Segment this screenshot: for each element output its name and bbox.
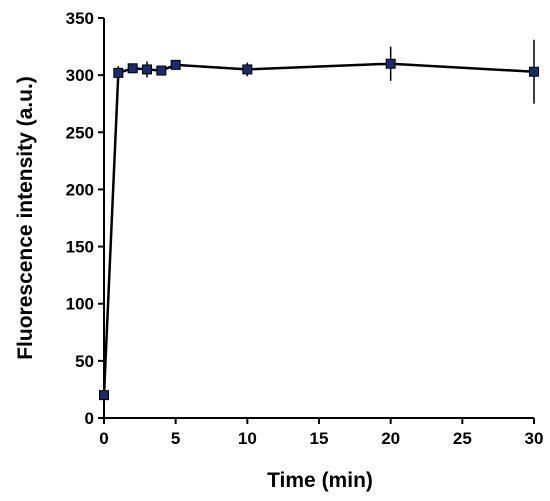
y-tick-label: 200 bbox=[66, 180, 94, 199]
x-tick-label: 10 bbox=[238, 429, 257, 448]
data-point bbox=[142, 64, 152, 75]
y-tick-label: 250 bbox=[66, 123, 94, 142]
y-tick-label: 50 bbox=[75, 352, 94, 371]
x-tick-label: 25 bbox=[453, 429, 472, 448]
x-tick-label: 15 bbox=[310, 429, 329, 448]
y-tick-label: 0 bbox=[85, 409, 94, 428]
axes: 0 50 100 150 200 250 300 350 0 5 10 15 20 25 30 bbox=[66, 9, 544, 448]
y-tick-label: 300 bbox=[66, 66, 94, 85]
data-point bbox=[99, 390, 109, 401]
data-series bbox=[99, 39, 539, 401]
y-tick-label: 150 bbox=[66, 238, 94, 257]
y-axis-title: Fluorescence intensity (a.u.) bbox=[14, 76, 37, 360]
data-point bbox=[170, 59, 181, 70]
x-tick-label: 30 bbox=[525, 429, 544, 448]
data-point bbox=[156, 65, 167, 76]
x-tick-label: 0 bbox=[99, 429, 108, 448]
data-point bbox=[529, 66, 539, 77]
data-point bbox=[242, 64, 253, 75]
x-tick-label: 5 bbox=[171, 429, 180, 448]
y-tick-label: 350 bbox=[66, 9, 94, 28]
series-line bbox=[102, 62, 535, 396]
data-point bbox=[127, 63, 138, 74]
y-tick-label: 100 bbox=[66, 295, 94, 314]
data-point bbox=[113, 67, 124, 78]
data-point bbox=[385, 58, 396, 69]
x-tick-label: 20 bbox=[381, 429, 400, 448]
x-axis-title: Time (min) bbox=[267, 469, 373, 492]
